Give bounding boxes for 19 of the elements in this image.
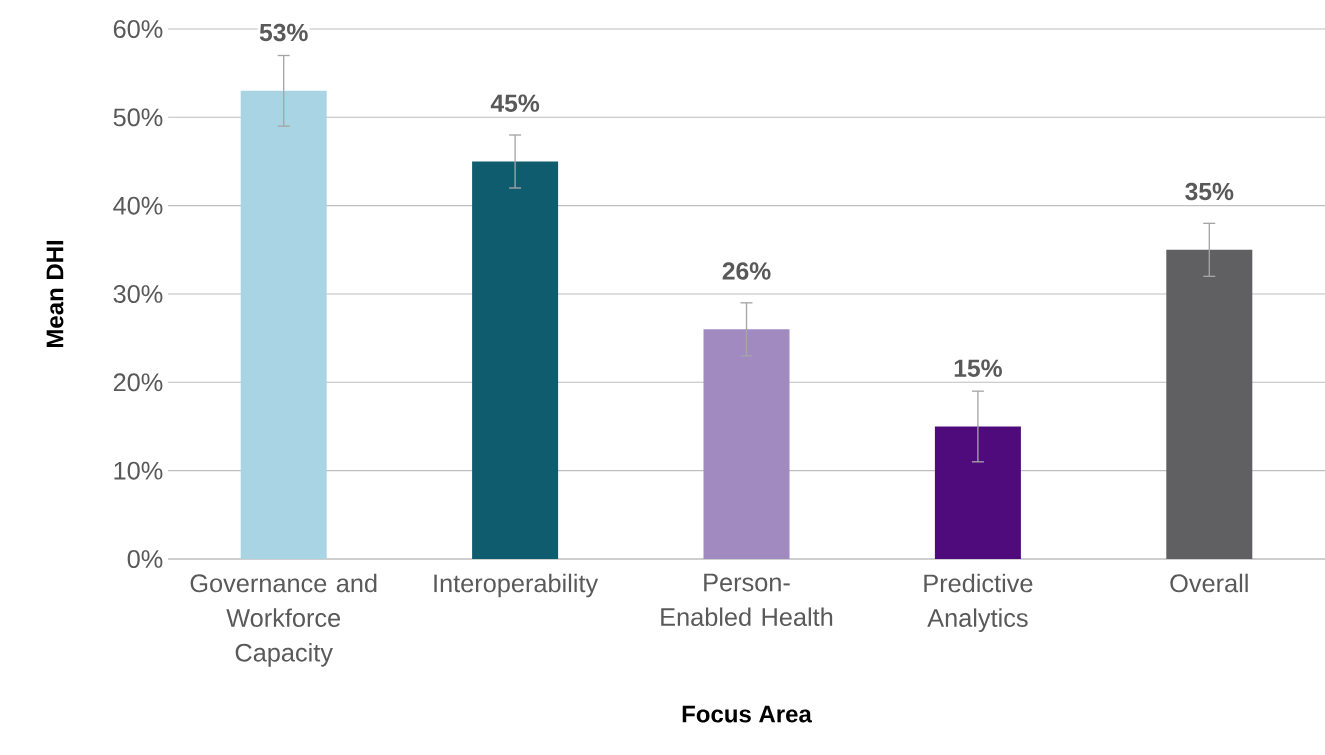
x-tick-label: Overall: [1170, 573, 1248, 593]
y-tick-label: 50%: [113, 108, 163, 127]
x-tick-label: Person-Enabled Health: [661, 573, 833, 627]
y-tick-label: 40%: [113, 196, 163, 215]
data-label: 26%: [722, 262, 771, 280]
y-tick-label: 60%: [113, 20, 163, 38]
y-tick-label: 10%: [114, 461, 163, 480]
y-tick-label: 20%: [113, 373, 163, 392]
data-label: 35%: [1185, 182, 1234, 201]
data-label: 15%: [954, 359, 1002, 377]
x-axis-title: Focus Area: [682, 705, 812, 723]
y-axis-title: Mean DHI: [46, 240, 64, 348]
data-label: 45%: [490, 94, 540, 112]
x-tick-label: Governance and Workforce Capacity: [190, 573, 377, 667]
x-tick-label: Predictive Analytics: [924, 573, 1033, 632]
y-tick-label: 30%: [113, 285, 163, 303]
data-label: 53%: [259, 23, 308, 42]
y-tick-label: 0%: [127, 550, 163, 568]
x-tick-label: Interoperability: [434, 573, 599, 598]
